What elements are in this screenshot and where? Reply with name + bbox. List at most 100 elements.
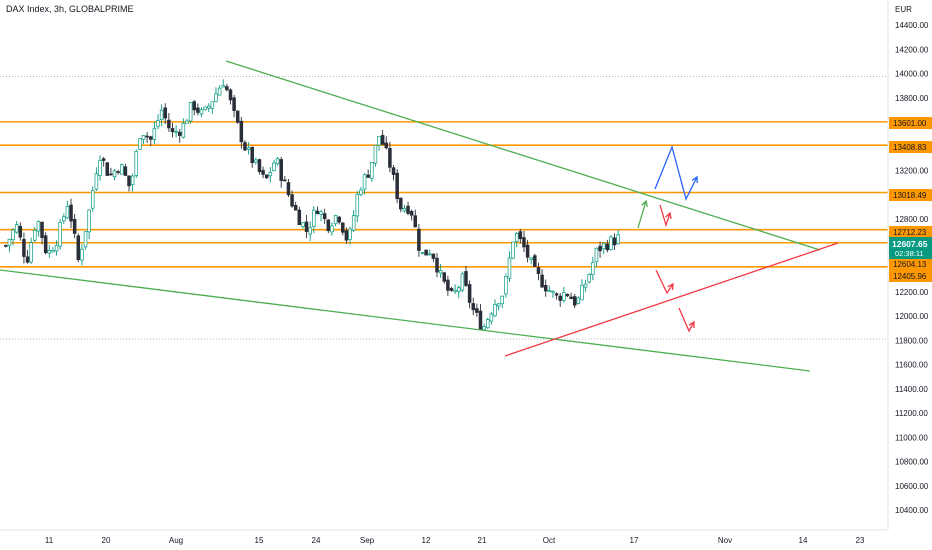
candle-body <box>304 221 309 232</box>
candle-body <box>214 93 218 102</box>
projection-arrows <box>637 144 698 333</box>
level-price-text: 13408.83 <box>893 143 927 152</box>
candle-body <box>514 233 519 242</box>
red-down-arrow-3-head <box>688 320 695 329</box>
candle-body <box>130 175 135 186</box>
level-price-tag <box>889 117 932 129</box>
candle-body <box>449 288 454 291</box>
candle-body <box>370 162 374 179</box>
candle-body <box>591 262 595 276</box>
blue-projection-arrow-head <box>691 175 698 184</box>
candle-body <box>417 228 421 251</box>
candle-body <box>431 253 436 259</box>
candle-body <box>609 236 613 250</box>
candle-body <box>246 147 251 150</box>
x-tick-label: 21 <box>478 536 487 545</box>
candle-body <box>152 128 157 140</box>
candle-body <box>18 225 23 238</box>
y-tick-label: 13800.00 <box>895 94 929 103</box>
candle-body <box>558 295 562 301</box>
trendline-red-support <box>504 242 839 357</box>
candle-body <box>409 210 414 216</box>
candle-body <box>464 271 468 286</box>
candle-body <box>33 229 37 241</box>
candle-body <box>116 171 120 173</box>
candle-body <box>98 160 102 176</box>
candle-body <box>511 241 515 259</box>
candle-body <box>598 245 602 252</box>
candle-body <box>22 239 26 257</box>
red-down-arrow-3 <box>678 307 695 333</box>
candle-body <box>156 120 160 127</box>
candle-body <box>239 120 244 143</box>
candle-body <box>141 135 146 141</box>
time-axis[interactable]: 11 20 Aug 15 24 Sep 12 21 Oct 17 Nov 14 23 <box>45 536 865 545</box>
candle-body <box>192 101 196 111</box>
candle-body <box>83 231 88 248</box>
level-price-text: 13018.49 <box>893 191 927 200</box>
candle-body <box>522 237 526 248</box>
candle-body <box>413 215 418 228</box>
candle-body <box>228 89 233 101</box>
candle-body <box>482 326 486 331</box>
candle-body <box>399 197 403 210</box>
candle-body <box>337 216 341 223</box>
candle-body <box>565 293 570 297</box>
candle-body <box>47 250 52 254</box>
candle-body <box>562 292 566 301</box>
candle-body <box>196 107 200 113</box>
level-price-tag <box>889 226 932 238</box>
y-tick-label: 14000.00 <box>895 70 929 79</box>
candle-body <box>109 173 113 176</box>
x-tick-label: 24 <box>312 536 321 545</box>
candle-body <box>138 138 142 150</box>
trendlines <box>0 60 839 372</box>
candle-body <box>235 110 240 123</box>
candle-body <box>322 213 327 220</box>
candle-body <box>105 162 110 176</box>
trendline-lower-green <box>0 269 811 372</box>
candle-body <box>576 297 581 304</box>
candle-body <box>290 194 294 207</box>
candle-body <box>525 244 530 258</box>
candle-body <box>80 248 84 261</box>
candle-body <box>380 135 385 145</box>
current-price-text: 12607.65 <box>892 239 928 249</box>
candle-body <box>580 284 584 301</box>
candle-body <box>366 174 370 178</box>
candle-body <box>94 173 99 190</box>
candle-body <box>145 135 149 138</box>
candle-body <box>58 222 62 247</box>
trendline-upper-green <box>225 60 821 251</box>
red-down-arrow-2-head <box>667 282 674 291</box>
candle-body <box>533 255 537 267</box>
candle-body <box>4 245 8 247</box>
red-down-arrow-1-head <box>665 211 672 220</box>
level-price-text: 12405.96 <box>893 272 927 281</box>
candle-body <box>69 204 73 222</box>
candle-body <box>148 136 153 140</box>
candle-body <box>225 86 229 91</box>
candle-body <box>355 194 360 217</box>
candle-body <box>612 237 617 246</box>
candle-body <box>203 106 207 110</box>
candle-body <box>65 205 70 219</box>
y-tick-label: 11800.00 <box>895 336 928 345</box>
candle-body <box>543 285 548 292</box>
chart-title: DAX Index, 3h, GLOBALPRIME <box>6 4 134 14</box>
candle-body <box>221 85 225 88</box>
x-tick-label: 15 <box>255 536 264 545</box>
candle-body <box>362 174 367 190</box>
candle-body <box>243 142 247 151</box>
candle-body <box>264 174 269 179</box>
candle-body <box>14 224 19 233</box>
candle-body <box>377 136 381 146</box>
candle-body <box>605 243 610 251</box>
candle-body <box>286 182 291 196</box>
candle-body <box>163 107 168 119</box>
candle-body <box>72 218 77 234</box>
candle-body <box>373 144 378 164</box>
candle-body <box>569 296 573 300</box>
level-price-text: 13601.00 <box>893 119 927 128</box>
